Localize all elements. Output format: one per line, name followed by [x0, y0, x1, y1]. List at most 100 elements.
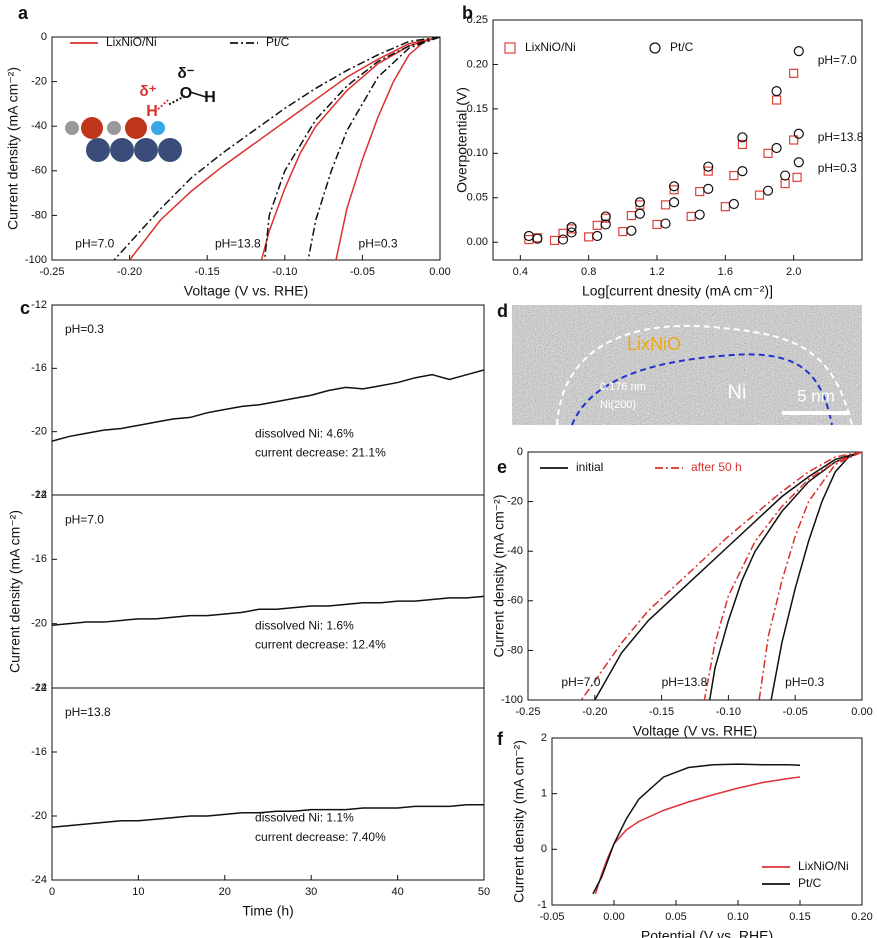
panel-label: f — [497, 729, 504, 749]
y-tick-label: 0 — [41, 31, 47, 43]
annotation: dissolved Ni: 1.1% — [255, 811, 354, 825]
point — [566, 222, 577, 233]
y-tick-label: -40 — [31, 120, 47, 132]
point — [720, 202, 730, 212]
y-axis-label: Current density (mA cm⁻²) — [511, 740, 527, 903]
y-tick-label: -24 — [31, 682, 47, 694]
line — [594, 776, 801, 895]
x-axis-label: Log[current dnesity (mA cm⁻²)] — [582, 283, 773, 299]
point — [669, 185, 679, 195]
x-tick-label: 40 — [391, 886, 403, 898]
x-tick-label: 50 — [478, 886, 490, 898]
core-outline — [571, 353, 833, 426]
y-tick-label: -20 — [31, 810, 47, 822]
y-tick-label: -80 — [507, 644, 523, 656]
legend-label: LixNiO/Ni — [525, 40, 576, 54]
annotation: pH=0.3 — [785, 675, 824, 689]
x-tick-label: -0.10 — [716, 706, 741, 718]
tem-image — [512, 305, 862, 425]
point — [703, 166, 713, 176]
x-tick-label: -0.25 — [515, 706, 540, 718]
x-tick-label: 30 — [305, 886, 317, 898]
panel-label: b — [462, 3, 473, 23]
y-tick-label: -20 — [31, 618, 47, 630]
y-tick-label: 0 — [517, 446, 523, 458]
y-tick-label: -16 — [31, 553, 47, 565]
panel-label: c — [20, 298, 30, 318]
x-tick-label: 0.00 — [603, 911, 624, 923]
y-tick-label: 0 — [541, 843, 547, 855]
legend-label: after 50 h — [691, 460, 742, 474]
annotation: pH=13.8 — [65, 705, 111, 719]
image-label: 0.176 nm — [600, 381, 646, 393]
y-tick-label: 2 — [541, 732, 547, 744]
x-tick-label: 0.15 — [789, 911, 810, 923]
point — [566, 227, 577, 238]
x-tick-label: -0.05 — [539, 911, 564, 923]
panel-label: d — [497, 301, 508, 321]
plot-frame — [51, 304, 485, 496]
y-tick-label: -24 — [31, 489, 47, 501]
plot-area — [580, 452, 862, 700]
y-tick-label: -100 — [501, 694, 523, 706]
point — [592, 220, 602, 230]
inset-label: δ⁻ — [177, 65, 194, 82]
annotation: pH=7.0 — [75, 237, 114, 251]
point — [695, 186, 705, 197]
y-tick-label: -100 — [25, 254, 47, 266]
plot-frame — [492, 19, 863, 261]
point — [793, 128, 804, 139]
x-tick-label: 0.05 — [665, 911, 686, 923]
point — [660, 218, 671, 229]
x-tick-label: -0.25 — [39, 266, 64, 278]
y-tick-label: 0.10 — [467, 147, 488, 159]
point — [549, 235, 560, 246]
point — [668, 197, 680, 208]
x-tick-label: -0.15 — [649, 706, 674, 718]
point — [754, 190, 765, 200]
y-tick-label: 0.15 — [467, 103, 488, 115]
plot-frame — [51, 494, 485, 689]
y-tick-label: 0.00 — [467, 236, 488, 248]
y-tick-label: -60 — [31, 165, 47, 177]
point — [737, 132, 748, 143]
point — [793, 157, 804, 168]
x-tick-label: -0.15 — [195, 266, 220, 278]
legend-label: initial — [576, 460, 603, 474]
x-tick-label: 0.4 — [513, 266, 528, 278]
y-tick-label: 0.25 — [467, 14, 488, 26]
x-tick-label: -0.20 — [582, 706, 607, 718]
inset-label: O — [180, 85, 192, 102]
y-tick-label: -12 — [31, 489, 47, 501]
plot-area — [113, 37, 440, 260]
line — [594, 452, 862, 700]
x-tick-label: 0.8 — [581, 266, 596, 278]
point — [792, 172, 802, 182]
point — [780, 178, 790, 189]
point — [532, 233, 543, 244]
point — [600, 219, 611, 230]
x-tick-label: -0.20 — [117, 266, 142, 278]
panel-label: a — [18, 3, 29, 23]
y-tick-label: -80 — [31, 209, 47, 221]
x-tick-label: 0.00 — [429, 266, 450, 278]
y-tick-label: -1 — [537, 899, 547, 911]
point — [592, 230, 603, 242]
x-tick-label: -0.05 — [783, 706, 808, 718]
legend-marker — [649, 42, 661, 54]
image-label: Ni(200) — [600, 399, 636, 411]
point — [694, 209, 705, 220]
point — [618, 226, 628, 237]
annotation: pH=7.0 — [561, 675, 600, 689]
y-tick-label: -24 — [31, 874, 47, 886]
point — [668, 181, 680, 192]
x-axis-label: Voltage (V vs. RHE) — [184, 283, 309, 299]
point — [780, 170, 791, 181]
plot-area — [592, 763, 801, 895]
point — [771, 86, 782, 97]
point — [789, 68, 799, 78]
point — [771, 95, 782, 105]
y-tick-label: 1 — [541, 788, 547, 800]
point — [703, 161, 714, 172]
point — [789, 135, 799, 145]
